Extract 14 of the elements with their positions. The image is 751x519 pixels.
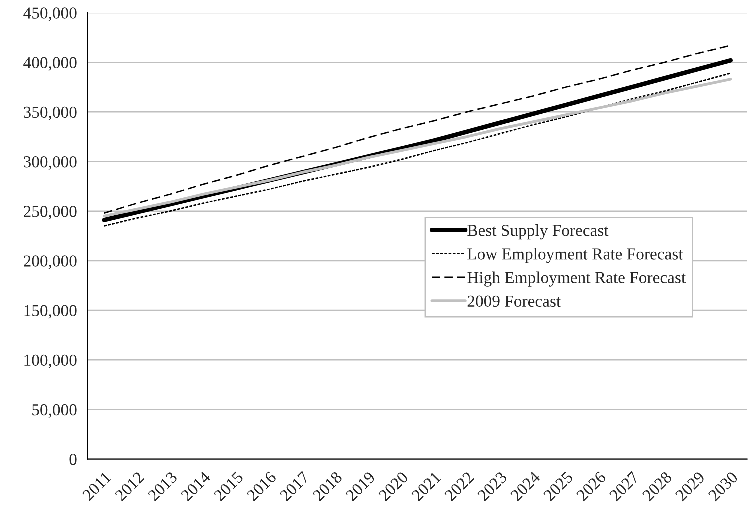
y-tick-label: 400,000 <box>24 57 77 71</box>
y-tick-label: 150,000 <box>24 305 77 319</box>
y-tick-label: 450,000 <box>24 8 77 22</box>
legend-label: High Employment Rate Forecast <box>468 272 686 287</box>
y-tick-label: 300,000 <box>24 156 77 170</box>
y-tick-label: 350,000 <box>24 106 77 121</box>
legend-label: 2009 Forecast <box>468 296 562 308</box>
y-tick-label: 50,000 <box>32 404 77 418</box>
legend-label: Low Employment Rate Forecast <box>468 248 684 264</box>
y-tick-label: 100,000 <box>24 354 77 368</box>
y-tick-label: 0 <box>70 454 77 466</box>
y-tick-label: 250,000 <box>24 206 77 220</box>
legend-label: Best Supply Forecast <box>468 224 609 240</box>
y-tick-label: 200,000 <box>24 256 77 270</box>
